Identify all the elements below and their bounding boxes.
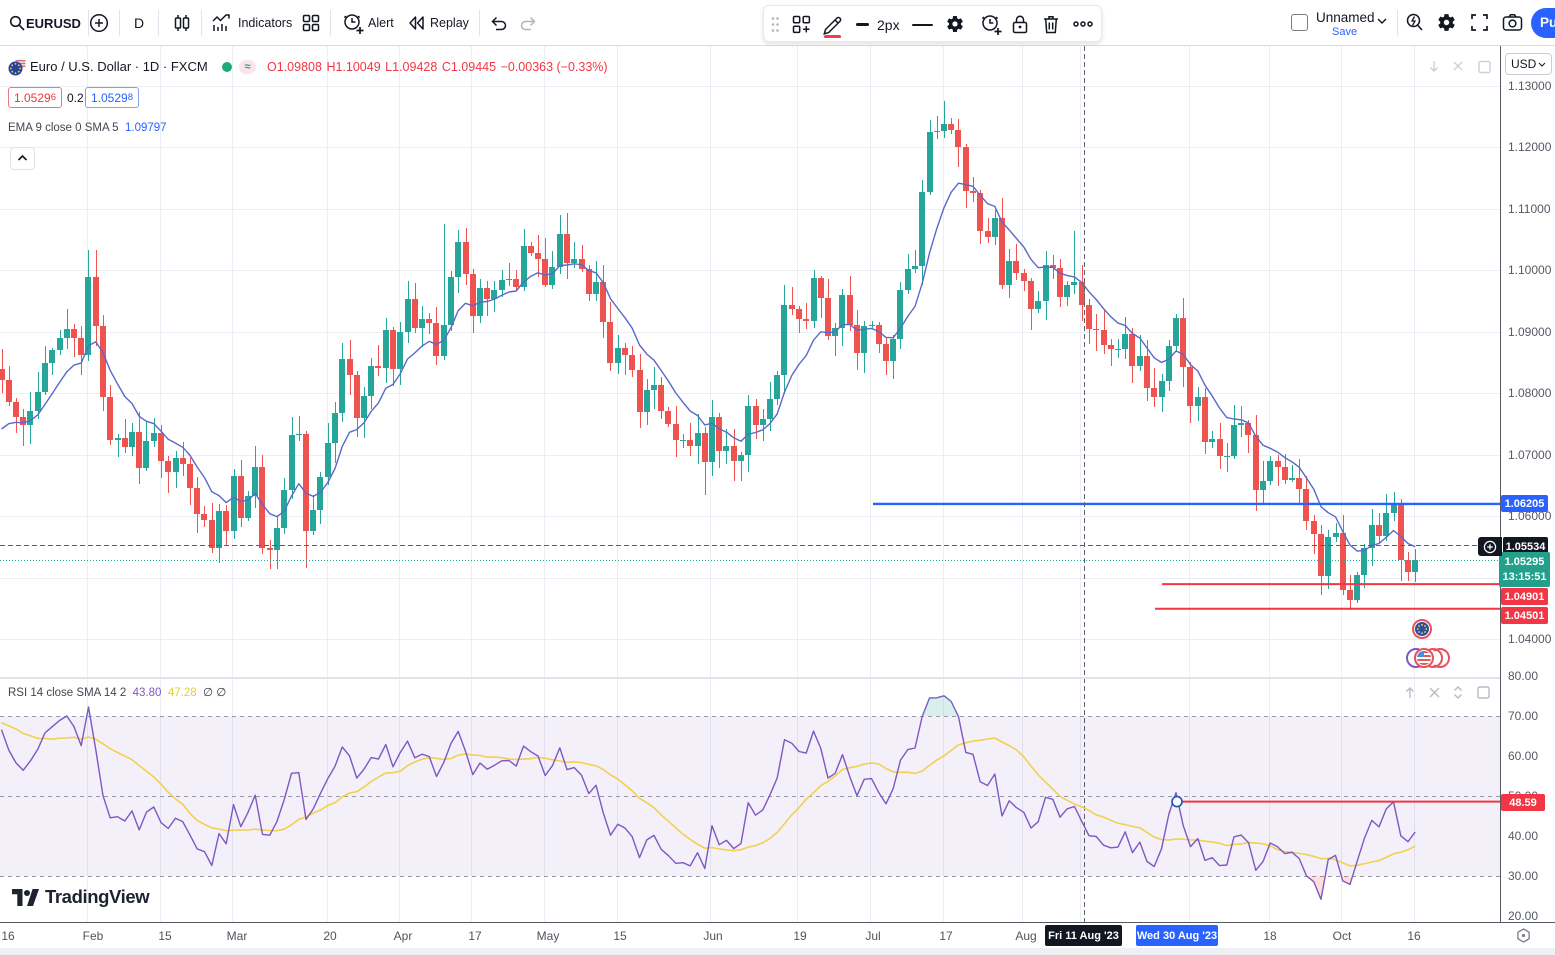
svg-text:TradingView: TradingView	[45, 886, 150, 907]
